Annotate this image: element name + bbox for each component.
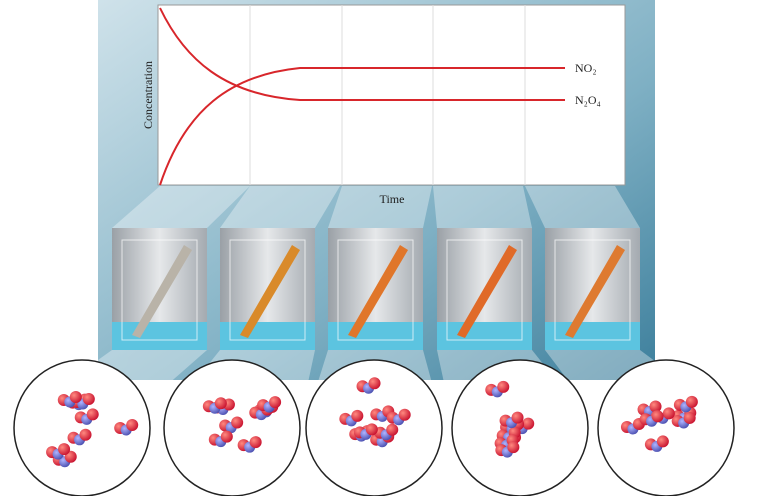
plot-area (157, 4, 626, 186)
beaker (337, 239, 414, 341)
atom (656, 435, 669, 448)
atom (351, 409, 364, 422)
water (437, 322, 532, 350)
tube (240, 245, 300, 338)
n2o4-curve (159, 7, 565, 101)
beaker (229, 239, 306, 341)
beam (112, 186, 250, 228)
atom (214, 397, 227, 410)
atom (386, 423, 399, 436)
tube (457, 245, 517, 338)
beam (525, 186, 640, 228)
atom (220, 430, 233, 443)
tube (348, 245, 408, 338)
curve-label: N₂O₄ (575, 93, 601, 107)
atom (511, 411, 524, 424)
atom (685, 395, 698, 408)
atom (58, 443, 71, 456)
y-axis-label: Concentration (141, 61, 155, 129)
beaker (446, 239, 523, 341)
atom (651, 410, 664, 423)
atom (269, 396, 282, 409)
photos (112, 228, 640, 350)
atom (683, 411, 696, 424)
molecule-views (13, 359, 735, 497)
water (220, 322, 315, 350)
atom (86, 408, 99, 421)
atom (398, 408, 411, 421)
atom (79, 428, 92, 441)
atom (69, 391, 82, 404)
tube (565, 245, 625, 338)
atom (249, 436, 262, 449)
atom (649, 400, 662, 413)
curve-label: NO₂ (575, 61, 597, 75)
atom (365, 423, 378, 436)
water (545, 322, 640, 350)
atom (231, 416, 244, 429)
beam (433, 186, 532, 228)
grid (249, 5, 526, 185)
view (597, 359, 735, 497)
atom (82, 392, 95, 405)
beaker (121, 239, 198, 341)
atom (126, 419, 139, 432)
no2-curve (159, 67, 565, 186)
atom (368, 377, 381, 390)
water (112, 322, 207, 350)
beaker (554, 239, 631, 341)
x-axis-label: Time (380, 192, 405, 206)
tube (132, 245, 192, 338)
beam (220, 186, 340, 228)
atom (507, 441, 520, 454)
atom (662, 407, 675, 420)
beam (328, 186, 432, 228)
atom (497, 380, 510, 393)
water (328, 322, 423, 350)
atom (522, 417, 535, 430)
